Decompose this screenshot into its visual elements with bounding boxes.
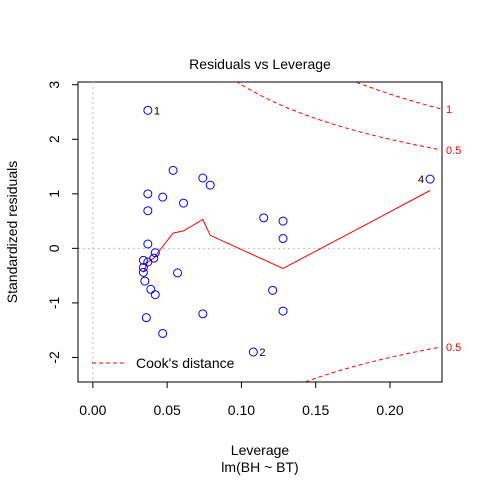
data-point-19 <box>138 267 148 277</box>
data-point-14 <box>150 248 160 258</box>
cooks-curve-upper-1 <box>354 82 441 110</box>
data-point-6 <box>143 189 153 199</box>
point-label-2: 2 <box>259 347 265 359</box>
y-tick-label-1: -1 <box>46 296 62 309</box>
data-point-23 <box>268 285 278 295</box>
data-point-21 <box>140 276 150 286</box>
data-point-4 <box>198 173 208 183</box>
data-point-22 <box>146 284 156 294</box>
data-point-1 <box>425 174 435 184</box>
cooks-label-lower-0_5: 0.5 <box>446 342 461 354</box>
legend-cooks-label: Cook's distance <box>136 355 235 371</box>
data-point-25 <box>278 306 288 316</box>
cooks-curve-upper-0_5 <box>236 82 441 151</box>
chart-title: Residuals vs Leverage <box>189 56 331 72</box>
y-tick-label-5: 3 <box>46 81 62 89</box>
data-point-27 <box>141 313 151 323</box>
data-point-17 <box>143 257 153 267</box>
legend: Cook's distance <box>92 355 235 371</box>
cooks-distance-curves: 1 0.5 0.5 <box>236 82 461 382</box>
data-point-12 <box>278 234 288 244</box>
point-label-4: 4 <box>418 174 424 186</box>
data-point-28 <box>158 328 168 338</box>
x-tick-label-0: 0.00 <box>79 402 106 418</box>
point-label-1: 1 <box>154 105 160 117</box>
y-tick-label-4: 2 <box>46 135 62 143</box>
x-tick-label-4: 0.20 <box>376 402 403 418</box>
y-tick-label-3: 1 <box>46 190 62 198</box>
x-axis: 0.00 0.05 0.10 0.15 0.20 <box>79 381 404 418</box>
plot-frame <box>77 81 443 383</box>
data-point-13 <box>143 239 153 249</box>
x-tick-label-3: 0.15 <box>302 402 329 418</box>
data-point-3 <box>168 165 178 175</box>
x-tick-label-1: 0.05 <box>154 402 181 418</box>
data-point-18 <box>138 262 148 272</box>
x-tick-label-2: 0.10 <box>228 402 255 418</box>
smooth-trend-line <box>142 190 431 273</box>
data-point-16 <box>138 255 148 265</box>
x-axis-label: Leverage <box>231 442 290 458</box>
y-axis-label: Standardized residuals <box>4 161 20 303</box>
data-point-5 <box>205 180 215 190</box>
data-point-2 <box>248 347 258 357</box>
y-axis: -2 -1 0 1 2 3 <box>46 81 79 364</box>
y-tick-label-2: 0 <box>46 244 62 252</box>
data-point-0 <box>143 105 153 115</box>
cooks-label-upper-0_5: 0.5 <box>446 145 461 157</box>
model-formula-subtitle: lm(BH ~ BT) <box>221 459 298 475</box>
residual-points: 1 4 2 <box>138 105 435 359</box>
data-point-9 <box>143 206 153 216</box>
y-tick-label-0: -2 <box>46 351 62 364</box>
data-point-10 <box>259 213 269 223</box>
data-point-24 <box>150 290 160 300</box>
data-point-11 <box>278 216 288 226</box>
data-point-20 <box>173 268 183 278</box>
cooks-label-upper-1: 1 <box>446 104 452 116</box>
data-point-26 <box>198 309 208 319</box>
data-point-8 <box>178 198 188 208</box>
data-point-7 <box>158 192 168 202</box>
